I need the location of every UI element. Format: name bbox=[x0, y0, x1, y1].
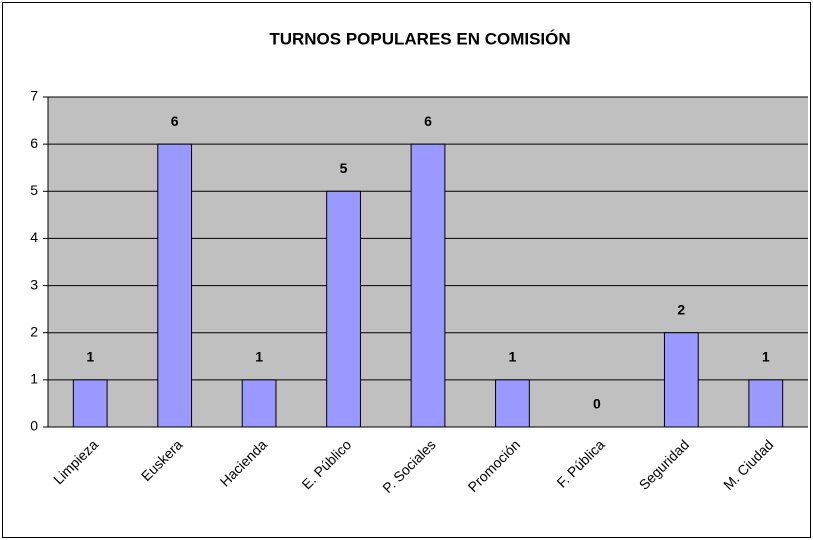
y-tick-label: 0 bbox=[30, 418, 38, 434]
data-label: 0 bbox=[593, 396, 601, 412]
y-tick-label: 2 bbox=[30, 323, 38, 339]
chart-title: TURNOS POPULARES EN COMISIÓN bbox=[269, 29, 570, 48]
bar bbox=[241, 379, 277, 428]
bar bbox=[72, 379, 108, 428]
bar bbox=[410, 143, 446, 428]
y-tick-label: 5 bbox=[30, 182, 38, 198]
data-label: 5 bbox=[340, 160, 348, 176]
data-label: 1 bbox=[255, 349, 263, 365]
data-label: 2 bbox=[677, 301, 685, 317]
bar bbox=[663, 332, 699, 428]
bar bbox=[326, 190, 361, 428]
data-label: 6 bbox=[424, 113, 432, 129]
data-label: 1 bbox=[86, 349, 94, 365]
y-tick-label: 1 bbox=[30, 371, 38, 387]
y-tick-label: 4 bbox=[30, 229, 38, 245]
y-tick-label: 7 bbox=[30, 88, 38, 104]
y-tick-label: 3 bbox=[30, 276, 38, 292]
bar bbox=[495, 379, 530, 428]
data-label: 6 bbox=[171, 113, 179, 129]
bar bbox=[748, 379, 784, 428]
y-tick-label: 6 bbox=[30, 135, 38, 151]
data-label: 1 bbox=[509, 349, 517, 365]
data-label: 1 bbox=[762, 349, 770, 365]
bar bbox=[157, 143, 193, 428]
